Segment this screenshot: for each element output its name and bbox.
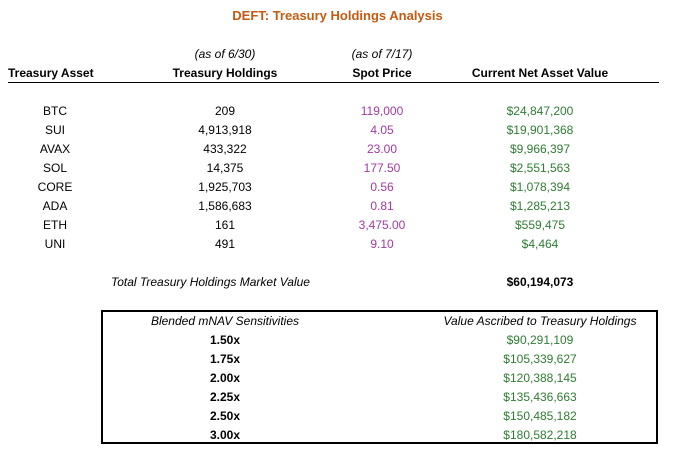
spot-price-cell: 3,475.00 bbox=[358, 218, 406, 232]
asset-cell: SUI bbox=[44, 123, 65, 137]
header-spot-price: Spot Price bbox=[352, 66, 412, 80]
nav-cell: $24,847,200 bbox=[506, 104, 574, 118]
asset-cell: AVAX bbox=[39, 142, 71, 156]
spot-price-cell: 0.56 bbox=[370, 180, 394, 194]
holdings-cell: 14,375 bbox=[206, 161, 244, 175]
ascribed-value: $120,388,145 bbox=[503, 371, 577, 385]
sensitivity-value-header: Value Ascribed to Treasury Holdings bbox=[443, 314, 637, 328]
nav-cell: $559,475 bbox=[514, 218, 566, 232]
spot-price-cell: 0.81 bbox=[370, 199, 394, 213]
mnav-multiple: 1.50x bbox=[209, 333, 241, 347]
spot-price-cell: 177.50 bbox=[363, 161, 401, 175]
nav-cell: $2,551,563 bbox=[509, 161, 571, 175]
sensitivity-row: 2.00x $120,388,145 bbox=[0, 371, 675, 390]
header-treasury-holdings: Treasury Holdings bbox=[172, 66, 278, 80]
table-row: SUI 4,913,918 4.05 $19,901,368 bbox=[0, 123, 675, 142]
sensitivity-box bbox=[101, 310, 658, 444]
price-date-note: (as of 7/17) bbox=[351, 47, 413, 61]
header-divider bbox=[8, 82, 659, 83]
mnav-multiple: 2.00x bbox=[209, 371, 241, 385]
asset-cell: ADA bbox=[42, 199, 68, 213]
nav-cell: $9,966,397 bbox=[509, 142, 571, 156]
holdings-cell: 209 bbox=[214, 104, 236, 118]
table-row: BTC 209 119,000 $24,847,200 bbox=[0, 104, 675, 123]
sensitivity-mult-header: Blended mNAV Sensitivities bbox=[150, 314, 300, 328]
ascribed-value: $90,291,109 bbox=[506, 333, 574, 347]
ascribed-value: $180,582,218 bbox=[503, 428, 577, 442]
mnav-multiple: 2.50x bbox=[209, 409, 241, 423]
holdings-cell: 161 bbox=[214, 218, 236, 232]
header-current-nav: Current Net Asset Value bbox=[471, 66, 609, 80]
holdings-date-note: (as of 6/30) bbox=[194, 47, 256, 61]
header-treasury-asset: Treasury Asset bbox=[8, 66, 94, 80]
sensitivity-row: 2.50x $150,485,182 bbox=[0, 409, 675, 428]
holdings-cell: 433,322 bbox=[203, 142, 247, 156]
table-row: CORE 1,925,703 0.56 $1,078,394 bbox=[0, 180, 675, 199]
spot-price-cell: 4.05 bbox=[370, 123, 394, 137]
total-label: Total Treasury Holdings Market Value bbox=[111, 275, 310, 289]
holdings-cell: 491 bbox=[214, 237, 236, 251]
holdings-cell: 4,913,918 bbox=[198, 123, 252, 137]
ascribed-value: $105,339,627 bbox=[503, 352, 577, 366]
sensitivity-row: 3.00x $180,582,218 bbox=[0, 428, 675, 447]
total-value: $60,194,073 bbox=[506, 275, 574, 289]
mnav-multiple: 1.75x bbox=[209, 352, 241, 366]
table-row: ADA 1,586,683 0.81 $1,285,213 bbox=[0, 199, 675, 218]
holdings-cell: 1,586,683 bbox=[198, 199, 252, 213]
table-row: AVAX 433,322 23.00 $9,966,397 bbox=[0, 142, 675, 161]
table-row: UNI 491 9.10 $4,464 bbox=[0, 237, 675, 256]
ascribed-value: $150,485,182 bbox=[503, 409, 577, 423]
asset-cell: CORE bbox=[37, 180, 73, 194]
nav-cell: $19,901,368 bbox=[506, 123, 574, 137]
asset-cell: BTC bbox=[43, 104, 67, 118]
table-row: ETH 161 3,475.00 $559,475 bbox=[0, 218, 675, 237]
page-title: DEFT: Treasury Holdings Analysis bbox=[232, 8, 443, 23]
nav-cell: $1,285,213 bbox=[509, 199, 571, 213]
spot-price-cell: 119,000 bbox=[360, 104, 404, 118]
mnav-multiple: 2.25x bbox=[209, 390, 241, 404]
spot-price-cell: 9.10 bbox=[370, 237, 394, 251]
sensitivity-row: 2.25x $135,436,663 bbox=[0, 390, 675, 409]
asset-cell: ETH bbox=[43, 218, 67, 232]
ascribed-value: $135,436,663 bbox=[503, 390, 577, 404]
asset-cell: SOL bbox=[42, 161, 67, 175]
sensitivity-row: 1.50x $90,291,109 bbox=[0, 333, 675, 352]
nav-cell: $1,078,394 bbox=[509, 180, 571, 194]
nav-cell: $4,464 bbox=[521, 237, 559, 251]
mnav-multiple: 3.00x bbox=[209, 428, 241, 442]
sensitivity-row: 1.75x $105,339,627 bbox=[0, 352, 675, 371]
holdings-cell: 1,925,703 bbox=[198, 180, 252, 194]
spot-price-cell: 23.00 bbox=[366, 142, 398, 156]
table-row: SOL 14,375 177.50 $2,551,563 bbox=[0, 161, 675, 180]
asset-cell: UNI bbox=[44, 237, 66, 251]
